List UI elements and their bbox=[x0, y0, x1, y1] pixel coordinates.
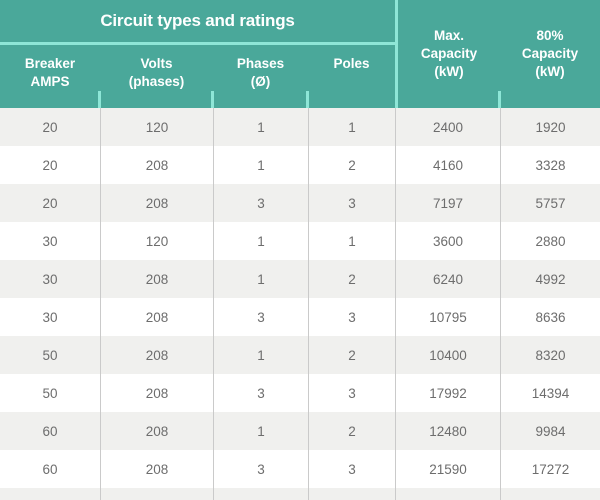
table-cell: 2 bbox=[308, 336, 395, 374]
col-header-80pct-capacity: 80% Capacity (kW) bbox=[521, 28, 579, 79]
table-cell: 30 bbox=[42, 309, 58, 325]
table-cell: 3 bbox=[213, 184, 308, 222]
table-cell: 2 bbox=[308, 146, 395, 184]
table-cell: 20 bbox=[42, 157, 58, 173]
table-cell: 1 bbox=[213, 146, 308, 184]
table-cell: 120 bbox=[100, 108, 213, 146]
table-cell: 1 bbox=[213, 260, 308, 298]
table-cell: 30 bbox=[42, 233, 58, 249]
table-cell: 4992 bbox=[500, 260, 600, 298]
table-cell: 1 bbox=[213, 336, 308, 374]
table-cell: 50 bbox=[42, 347, 58, 363]
table-body: 20 120 1 1 2400 1920 20 208 1 2 4160 332… bbox=[0, 108, 600, 500]
table-cell: 2880 bbox=[500, 222, 600, 260]
table-row: 60 208 1 2 12480 9984 bbox=[0, 412, 600, 450]
title-band: Circuit types and ratings bbox=[0, 0, 395, 45]
table-title: Circuit types and ratings bbox=[100, 11, 295, 30]
table-cell: 208 bbox=[100, 450, 213, 488]
table-cell: 8636 bbox=[500, 298, 600, 336]
col-header-breaker-amps: Breaker AMPS bbox=[24, 56, 76, 89]
col-header-max-capacity: Max. Capacity (kW) bbox=[420, 28, 478, 79]
table-cell: 208 bbox=[100, 184, 213, 222]
table-cell: 21590 bbox=[395, 450, 500, 488]
col-header-poles: Poles bbox=[333, 56, 370, 71]
header-left-group: Circuit types and ratings Breaker AMPS V… bbox=[0, 0, 395, 108]
header-right-group: Max. Capacity (kW) 80% Capacity (kW) bbox=[395, 0, 600, 108]
table-cell: 3 bbox=[213, 374, 308, 412]
header-separator-tick bbox=[306, 91, 309, 108]
table-row: 30 208 3 3 10795 8636 bbox=[0, 298, 600, 336]
table-cell: 3 bbox=[308, 184, 395, 222]
table-cell: 1 bbox=[213, 222, 308, 260]
table-cell: 50 bbox=[42, 385, 58, 401]
header-separator-tick bbox=[498, 91, 501, 108]
table-cell: 10795 bbox=[395, 298, 500, 336]
table-cell: 1 bbox=[308, 108, 395, 146]
table-cell: 3 bbox=[308, 374, 395, 412]
table-header: Circuit types and ratings Breaker AMPS V… bbox=[0, 0, 600, 108]
table-cell: 20 bbox=[42, 195, 58, 211]
table-cell bbox=[500, 488, 600, 500]
table-cell: 1 bbox=[308, 222, 395, 260]
table-cell: 1920 bbox=[500, 108, 600, 146]
table-cell: 60 bbox=[42, 461, 58, 477]
table-cell: 17272 bbox=[500, 450, 600, 488]
header-separator-tick bbox=[211, 91, 214, 108]
table-cell: 208 bbox=[100, 336, 213, 374]
table-cell bbox=[0, 488, 100, 500]
table-cell bbox=[100, 488, 213, 500]
table-row: 30 120 1 1 3600 2880 bbox=[0, 222, 600, 260]
table-row: 60 208 3 3 21590 17272 bbox=[0, 450, 600, 488]
table-cell: 3328 bbox=[500, 146, 600, 184]
table-row-partial bbox=[0, 488, 600, 500]
table-cell: 17992 bbox=[395, 374, 500, 412]
table-row: 50 208 1 2 10400 8320 bbox=[0, 336, 600, 374]
table-cell: 20 bbox=[42, 119, 58, 135]
table-cell: 3 bbox=[213, 298, 308, 336]
table-row: 20 120 1 1 2400 1920 bbox=[0, 108, 600, 146]
table-cell: 1 bbox=[213, 108, 308, 146]
col-header-volts: Volts (phases) bbox=[128, 56, 185, 89]
table-cell: 8320 bbox=[500, 336, 600, 374]
table-cell bbox=[308, 488, 395, 500]
table-cell: 208 bbox=[100, 298, 213, 336]
table-cell bbox=[395, 488, 500, 500]
table-cell: 120 bbox=[100, 222, 213, 260]
table-cell: 6240 bbox=[395, 260, 500, 298]
table-cell: 1 bbox=[213, 412, 308, 450]
table-cell: 4160 bbox=[395, 146, 500, 184]
table-row: 20 208 1 2 4160 3328 bbox=[0, 146, 600, 184]
subheader-row: Breaker AMPS Volts (phases) Phases (Ø) P… bbox=[0, 45, 395, 108]
table-cell: 5757 bbox=[500, 184, 600, 222]
header-separator-tick bbox=[98, 91, 101, 108]
table-row: 20 208 3 3 7197 5757 bbox=[0, 184, 600, 222]
table-cell: 3 bbox=[308, 450, 395, 488]
table-cell: 30 bbox=[42, 271, 58, 287]
table-row: 50 208 3 3 17992 14394 bbox=[0, 374, 600, 412]
table-cell: 3 bbox=[213, 450, 308, 488]
table-cell: 9984 bbox=[500, 412, 600, 450]
table-cell bbox=[213, 488, 308, 500]
table-cell: 3600 bbox=[395, 222, 500, 260]
col-header-phases: Phases (Ø) bbox=[236, 56, 285, 89]
table-cell: 208 bbox=[100, 374, 213, 412]
table-cell: 2 bbox=[308, 260, 395, 298]
table-cell: 2 bbox=[308, 412, 395, 450]
table-cell: 2400 bbox=[395, 108, 500, 146]
table-cell: 7197 bbox=[395, 184, 500, 222]
table-cell: 208 bbox=[100, 146, 213, 184]
table-cell: 60 bbox=[42, 423, 58, 439]
table-cell: 208 bbox=[100, 260, 213, 298]
table-row: 30 208 1 2 6240 4992 bbox=[0, 260, 600, 298]
table-cell: 3 bbox=[308, 298, 395, 336]
table-cell: 208 bbox=[100, 412, 213, 450]
table-cell: 14394 bbox=[500, 374, 600, 412]
table-cell: 12480 bbox=[395, 412, 500, 450]
table-cell: 10400 bbox=[395, 336, 500, 374]
